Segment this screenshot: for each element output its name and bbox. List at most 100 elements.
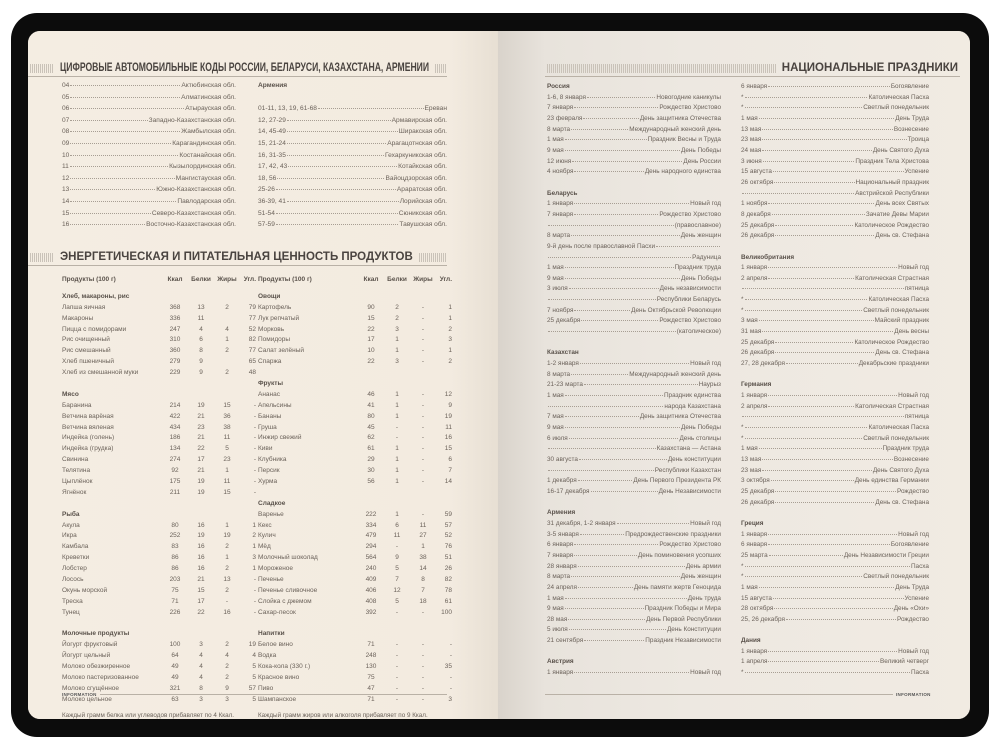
table-cell: 203	[169, 575, 181, 583]
table-row: Спаржа 22 3 - 2	[258, 356, 452, 367]
item-value: Гехаркуникская обл.	[385, 151, 447, 159]
list-item: 21 сентября Праздник Независимости	[547, 637, 721, 648]
item-value: Жамбылская обл.	[181, 128, 236, 136]
table-cell: 240	[365, 565, 377, 573]
list-item: 1 мая Праздник Весны и Труда	[547, 136, 721, 147]
table-row: Лосось 203 21 13 -	[62, 574, 256, 585]
item-key: 31 мая	[741, 328, 762, 336]
dot-leader	[742, 192, 855, 194]
blank-row	[547, 339, 721, 350]
dot-leader	[775, 341, 854, 343]
blank-row	[741, 371, 929, 382]
table-cell: 17	[197, 456, 205, 464]
list-item: 12 Мангистауская обл.	[62, 175, 236, 187]
dot-leader	[571, 128, 629, 130]
dot-leader	[744, 427, 868, 428]
item-value: Вознесение	[893, 125, 929, 133]
table-cell: 1	[395, 412, 399, 420]
table-cell: Молочный шоколад	[258, 554, 318, 562]
table-cell: 2	[395, 303, 399, 311]
item-key: 1 мая	[741, 583, 758, 591]
dot-leader	[568, 288, 659, 290]
item-key: *	[741, 296, 744, 304]
dot-leader	[571, 576, 680, 578]
dot-leader	[275, 224, 399, 226]
table-cell: -	[421, 663, 425, 671]
table-cell: 9	[225, 684, 229, 692]
item-value: Новый год	[898, 647, 929, 655]
table-row: Молоко обезжиренное 49 4 2 5	[62, 661, 256, 672]
table-cell: -	[421, 456, 425, 464]
dot-leader	[577, 586, 633, 588]
table-cell: Киви	[258, 445, 273, 453]
list-item: 23 мая День Святого Духа	[741, 467, 929, 478]
table-cell: 15	[444, 445, 452, 453]
list-item: 8 марта День женщин	[547, 232, 721, 243]
table-cell: 11	[445, 423, 452, 431]
item-value: (православное)	[674, 221, 721, 229]
dot-leader	[70, 119, 148, 121]
item-key: 12, 27-29	[258, 116, 286, 124]
table-row: Молочный шоколад 564 9 38 51	[258, 552, 452, 563]
table-row: Красное вино 75 - - -	[258, 672, 452, 683]
column-header: Ккал	[363, 275, 379, 283]
table-row: Сахар-песок 392 - - 100	[258, 607, 452, 618]
list-item: 25 декабря Католическое Рождество	[741, 222, 929, 233]
dot-leader	[768, 277, 855, 279]
table-cell: Помидоры	[258, 336, 291, 344]
table-cell: 1	[395, 510, 399, 518]
blank-row	[741, 626, 929, 637]
list-item: 1 мая День Труда	[741, 115, 929, 126]
table-cell: -	[225, 597, 229, 605]
item-key: 1 января	[741, 392, 768, 400]
item-key: 25 декабря	[741, 221, 775, 229]
item-value: Католическое Рождество	[854, 338, 929, 346]
item-value: Южно-Казахстанская обл.	[156, 186, 236, 194]
item-value: Католическая Пасха	[868, 93, 929, 101]
item-value: Тавушская обл.	[399, 221, 447, 229]
list-item: 25 декабря Рождество	[741, 488, 929, 499]
table-cell: 15	[223, 401, 231, 409]
table-cell: 21	[197, 434, 205, 442]
table-cell: 2	[225, 347, 229, 355]
dot-leader	[574, 213, 659, 215]
table-cell: -	[253, 477, 256, 485]
table-cell: -	[395, 652, 399, 660]
table-row: Хурма 56 1 - 14	[258, 476, 452, 487]
list-item: 7 января День поминовения усопших	[547, 552, 721, 563]
table-cell: 11	[223, 477, 231, 485]
item-value: День Первой Республики	[646, 615, 721, 623]
column-header: Белки	[191, 275, 211, 283]
table-cell: 13	[197, 303, 205, 311]
table-cell: 19	[197, 532, 205, 540]
table-row: Картофель 90 2 - 1	[258, 302, 452, 313]
table-cell: 22	[367, 358, 375, 366]
table-cell: 334	[365, 521, 377, 529]
item-key: 23 февраля	[547, 114, 583, 122]
table-cell: 30	[367, 467, 375, 475]
item-value: пятница	[904, 413, 929, 421]
table-cell: Спаржа	[258, 358, 282, 366]
dot-leader	[564, 427, 680, 428]
dot-leader	[768, 203, 875, 205]
item-value: День поминовения усопших	[637, 551, 721, 559]
dot-leader	[70, 224, 146, 226]
list-item: 1 апреля Великий четверг	[741, 658, 929, 669]
table-cell: -	[395, 434, 399, 442]
table-cell: -	[421, 314, 425, 322]
table-cell: 21	[197, 412, 205, 420]
item-key: 7 января	[547, 210, 574, 218]
list-item: 15 августа Успение	[741, 168, 929, 179]
table-row: Хлеб пшеничный 279 9 65	[62, 356, 256, 367]
item-value: Вайоцдзорская обл.	[385, 174, 447, 182]
item-key: 24 мая	[741, 146, 762, 154]
item-value: пятница	[904, 285, 929, 293]
item-key: 13	[62, 186, 70, 194]
dot-leader	[768, 661, 880, 663]
list-item: 05 Алматинская обл.	[62, 94, 236, 106]
item-key: *	[741, 573, 744, 581]
table-cell: 2	[252, 532, 256, 540]
table-cell: 77	[248, 314, 256, 322]
table-cell: 75	[171, 586, 179, 594]
item-key: 9 мая	[547, 605, 564, 613]
